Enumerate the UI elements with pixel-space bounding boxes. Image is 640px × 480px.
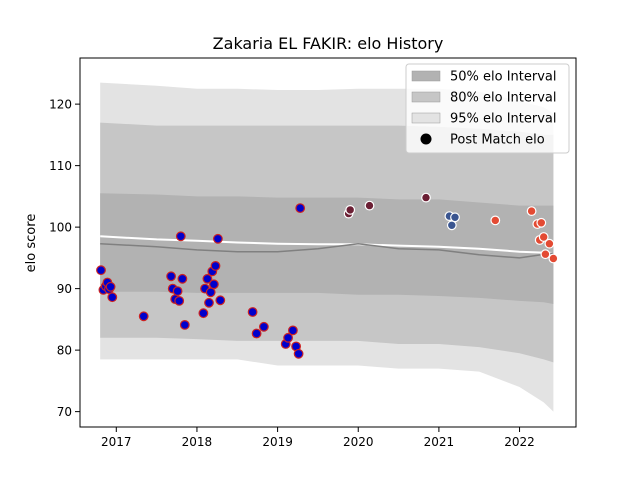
post-match-point — [421, 192, 431, 203]
y-tick-label: 100 — [49, 221, 72, 235]
post-match-point — [105, 281, 116, 292]
post-match-point — [177, 273, 188, 284]
x-axis: 2017 2018 2019 2020 2021 2022 — [101, 427, 535, 449]
legend-frame — [405, 63, 570, 154]
post-match-point — [251, 328, 262, 339]
y-axis-label: elo score — [24, 214, 39, 273]
y-axis: 70 80 90 100 110 120 — [49, 98, 80, 419]
post-match-point — [202, 273, 213, 284]
legend-swatch — [411, 70, 441, 82]
post-match-point — [536, 217, 547, 228]
post-match-point — [210, 261, 221, 271]
x-tick-label: 2017 — [101, 435, 132, 449]
elo-line-1 — [100, 235, 554, 254]
post-match-point — [198, 308, 209, 319]
post-match-point — [107, 292, 118, 303]
post-match-point — [212, 233, 223, 244]
x-tick-label: 2022 — [504, 435, 535, 449]
y-tick-label: 80 — [57, 344, 72, 358]
legend-label: 50% elo Interval — [450, 70, 557, 85]
post-match-point — [166, 271, 177, 282]
post-match-point — [538, 232, 549, 242]
post-match-point — [174, 296, 185, 306]
x-tick-label: 2021 — [424, 435, 455, 449]
plot-area — [79, 57, 577, 428]
plot-frame — [79, 57, 577, 428]
post-match-point — [283, 332, 294, 343]
y-tick-label: 120 — [49, 98, 72, 112]
post-match-point — [288, 325, 298, 336]
post-match-point — [548, 253, 559, 264]
y-tick-label: 110 — [49, 159, 72, 173]
post-match-point — [490, 215, 501, 226]
post-match-point — [138, 311, 149, 322]
post-match-point — [96, 265, 106, 276]
x-tick-label: 2018 — [182, 435, 213, 449]
post-match-point — [364, 200, 375, 211]
post-match-point — [526, 206, 537, 217]
x-tick-label: 2019 — [262, 435, 293, 449]
legend-label: Post Match elo — [450, 133, 545, 148]
legend-label: 95% elo Interval — [450, 112, 557, 127]
post-match-point — [175, 231, 186, 242]
post-match-point — [204, 297, 214, 308]
x-tick-label: 2020 — [343, 435, 374, 449]
legend: 50% elo Interval 80% elo Interval 95% elo … — [405, 63, 570, 154]
post-match-point — [540, 249, 551, 260]
post-match-point — [345, 204, 356, 215]
post-match-point — [208, 279, 219, 290]
elo-lines — [100, 235, 554, 259]
post-match-point — [259, 321, 269, 332]
y-tick-label: 70 — [57, 405, 72, 419]
post-match-point — [172, 286, 183, 297]
legend-marker — [420, 133, 432, 145]
legend-swatch — [411, 91, 441, 103]
post-match-point — [446, 220, 457, 231]
post-match-point — [450, 212, 460, 223]
post-match-point — [295, 203, 306, 214]
legend-label: 80% elo Interval — [450, 91, 557, 106]
post-match-point — [293, 348, 304, 359]
post-match-point — [215, 295, 226, 306]
post-match-point — [205, 287, 216, 298]
elo-line-2 — [100, 242, 554, 259]
interval-band-3 — [100, 193, 554, 304]
post-match-point — [247, 307, 258, 317]
post-match-points — [96, 192, 559, 359]
chart-title: Zakaria EL FAKIR: elo History — [213, 34, 444, 53]
post-match-point — [544, 238, 555, 249]
post-match-point — [179, 320, 190, 330]
y-tick-label: 90 — [57, 282, 72, 296]
legend-swatch — [411, 112, 441, 124]
